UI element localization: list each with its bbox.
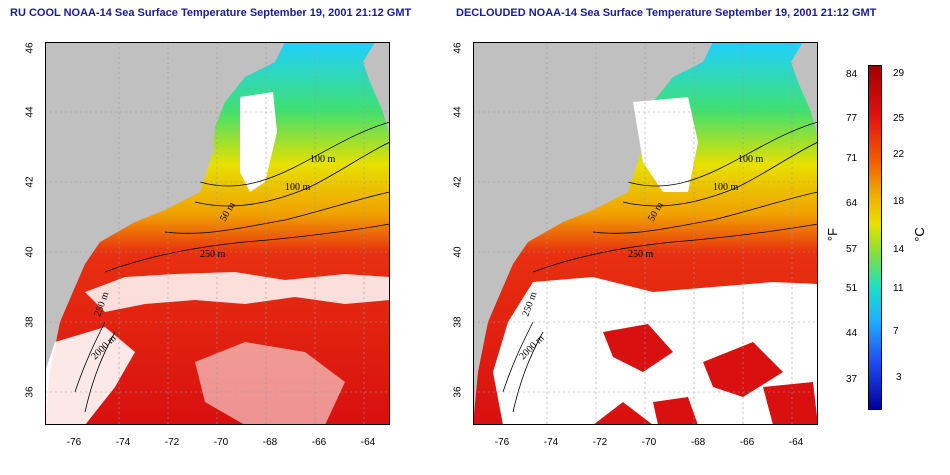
- colorbar-tick-c: 7: [893, 326, 899, 337]
- y-tick: 42: [452, 176, 464, 188]
- x-tick: -64: [360, 437, 376, 448]
- cloud-patch-east: [195, 342, 345, 425]
- colorbar-tick-f: 37: [846, 374, 858, 385]
- x-tick: -76: [66, 437, 82, 448]
- colorbar-tick-f: 51: [846, 283, 858, 294]
- contour-label: 100 m: [738, 154, 764, 165]
- contour-label: 250 m: [628, 249, 654, 260]
- x-tick: -66: [739, 437, 755, 448]
- colorbar-tick-f: 84: [846, 69, 858, 80]
- y-tick: 38: [452, 316, 464, 328]
- x-tick: -66: [311, 437, 327, 448]
- x-tick: -72: [164, 437, 180, 448]
- y-tick: 38: [24, 316, 36, 328]
- colorbar-tick-c: 29: [893, 68, 905, 79]
- y-tick: 40: [24, 246, 36, 258]
- contour-label: 100 m: [310, 154, 336, 165]
- contour-label: 250 m: [200, 249, 226, 260]
- x-tick: -64: [788, 437, 804, 448]
- contour-label: 100 m: [285, 182, 311, 193]
- y-tick: 36: [24, 386, 36, 398]
- land-mass: [473, 42, 713, 425]
- y-tick: 46: [452, 42, 464, 54]
- colorbar-tick-c: 22: [893, 149, 905, 160]
- colorbar-tick-f: 64: [846, 198, 858, 209]
- colorbar-tick-f: 57: [846, 244, 858, 255]
- colorbar-tick-c: 3: [896, 372, 902, 383]
- colorbar-tick-f: 71: [846, 153, 858, 164]
- sst-patch: [703, 342, 783, 397]
- x-tick: -72: [592, 437, 608, 448]
- cloud-patch-south: [45, 327, 135, 425]
- sst-map-raw: 100 m 100 m 50 m 250 m 250 m 2000 m: [45, 42, 390, 425]
- land-nova-scotia: [791, 42, 818, 137]
- y-tick: 44: [452, 106, 464, 118]
- colorbar-tick-f: 44: [846, 328, 858, 339]
- temperature-colorbar: [868, 65, 882, 410]
- contour-label: 100 m: [713, 182, 739, 193]
- x-tick: -74: [543, 437, 559, 448]
- title-left: RU COOL NOAA-14 Sea Surface Temperature …: [10, 7, 412, 19]
- colorbar-tick-f: 77: [846, 113, 858, 124]
- y-tick: 36: [452, 386, 464, 398]
- y-tick: 42: [24, 176, 36, 188]
- colorbar-unit-fahrenheit: °F: [825, 227, 841, 242]
- land-nova-scotia: [363, 42, 390, 137]
- colorbar-tick-c: 11: [893, 283, 904, 294]
- land-mass: [45, 42, 285, 425]
- sst-patch: [763, 382, 818, 425]
- colorbar-tick-c: 14: [893, 244, 905, 255]
- y-tick: 46: [24, 42, 36, 54]
- sst-patch: [603, 324, 673, 372]
- x-tick: -70: [641, 437, 657, 448]
- graticule: [473, 42, 818, 425]
- x-tick: -76: [494, 437, 510, 448]
- colorbar-tick-c: 18: [893, 196, 905, 207]
- y-tick: 40: [452, 246, 464, 258]
- colorbar-unit-celsius: °C: [911, 227, 927, 242]
- title-right: DECLOUDED NOAA-14 Sea Surface Temperatur…: [456, 7, 877, 19]
- x-tick: -68: [262, 437, 278, 448]
- x-tick: -74: [115, 437, 131, 448]
- sst-patch: [653, 397, 698, 425]
- graticule: [45, 42, 390, 425]
- sst-map-declouded: 100 m 100 m 50 m 250 m 250 m 2000 m: [473, 42, 818, 425]
- x-tick: -68: [690, 437, 706, 448]
- y-tick: 44: [24, 106, 36, 118]
- cloud-patch: [633, 97, 698, 192]
- map-panel-raw: 100 m 100 m 50 m 250 m 250 m 2000 m: [45, 42, 390, 425]
- cloud-band: [85, 272, 390, 312]
- map-panel-declouded: 100 m 100 m 50 m 250 m 250 m 2000 m: [473, 42, 818, 425]
- colorbar-tick-c: 25: [893, 113, 905, 124]
- x-tick: -70: [213, 437, 229, 448]
- cloud-patch: [240, 92, 277, 192]
